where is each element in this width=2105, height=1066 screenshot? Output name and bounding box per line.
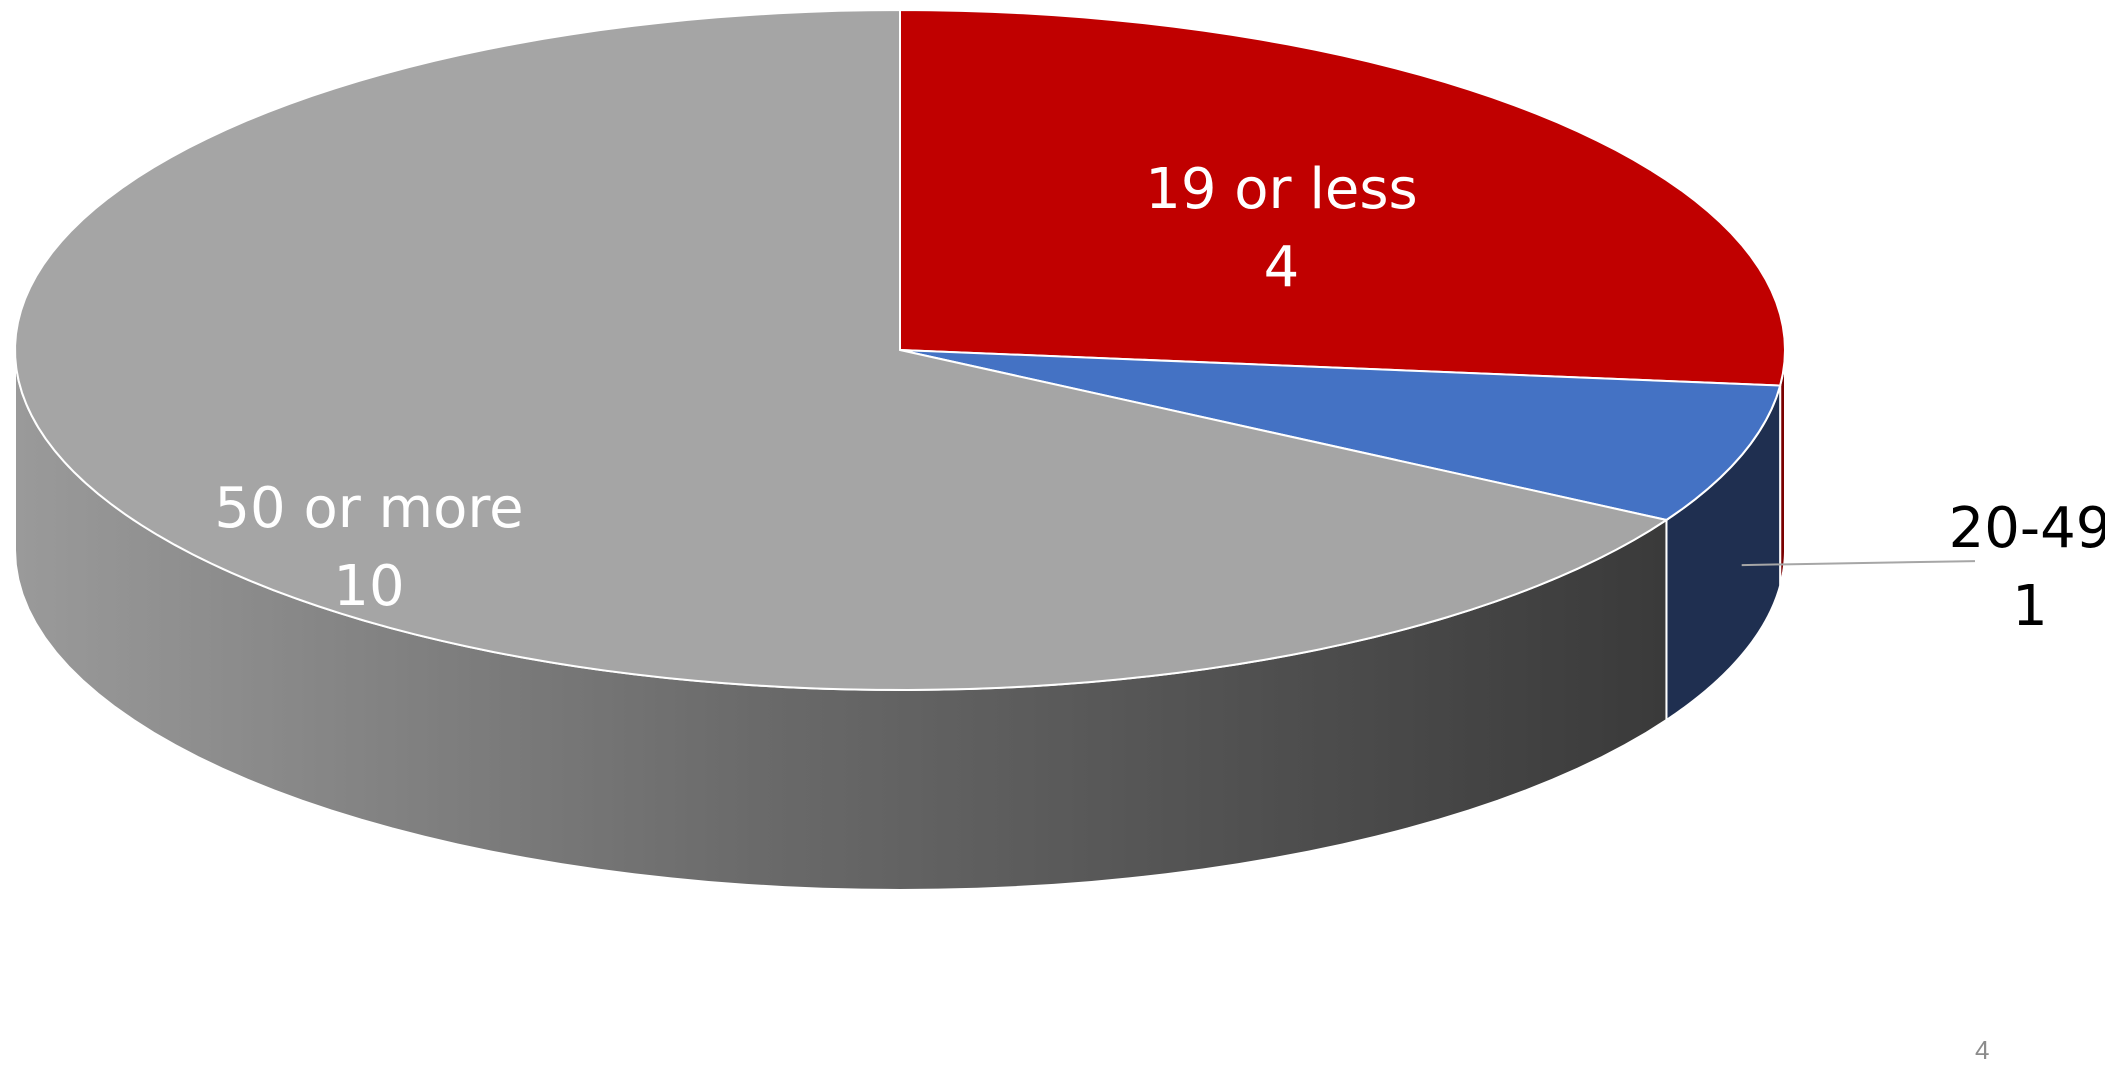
data-label-category-19-or-less: 19 or less <box>1145 157 1418 222</box>
pie-slice-20-49 <box>899 349 1782 522</box>
leader-line-20-49 <box>1741 560 1976 567</box>
data-label-value-50-or-more: 10 <box>333 554 404 619</box>
pie-slice-19-or-less <box>899 8 1787 387</box>
data-label-category-50-or-more: 50 or more <box>214 476 523 541</box>
data-label-value-19-or-less: 4 <box>1264 235 1300 300</box>
data-label-category-20-49: 20-49 <box>1949 496 2105 561</box>
slide-number: 4 <box>1975 1035 1990 1065</box>
leader-lines <box>1741 560 1976 567</box>
data-label-value-20-49: 1 <box>2012 574 2048 639</box>
pie-side-walls <box>14 349 1786 892</box>
pie-top-faces <box>14 8 1787 691</box>
data-labels: 19 or less 4 20-49 1 50 or more 10 <box>214 157 2105 639</box>
pie-slice-50-or-more <box>14 8 1669 691</box>
